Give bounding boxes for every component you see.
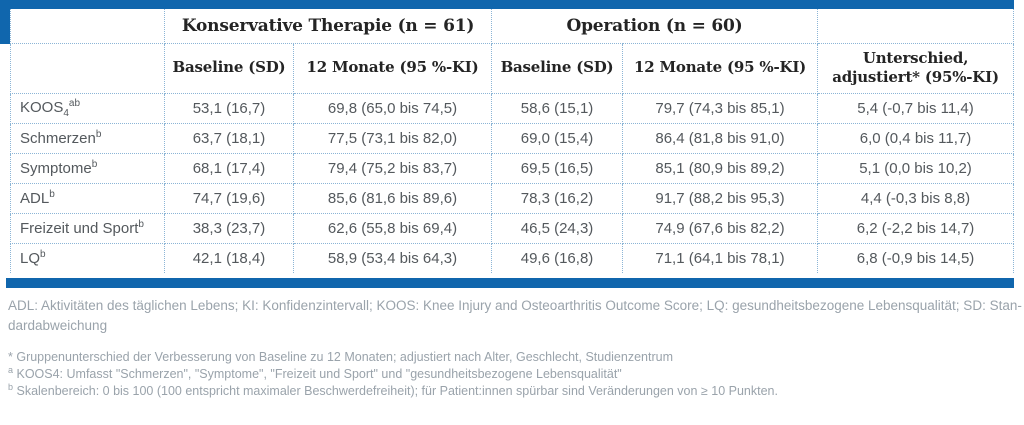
cell-value: 71,1 (64,1 bis 78,1) (622, 242, 819, 273)
row-label-subscript: 4 (63, 107, 69, 119)
cell-value: 42,1 (18,4) (164, 242, 294, 273)
cell-value: 6,8 (-0,9 bis 14,5) (817, 242, 1015, 273)
row-label-text: Schmerzen (20, 130, 96, 147)
footnote-star: * Gruppenunterschied der Verbesserung vo… (8, 349, 1018, 366)
row-label-superscript: b (40, 249, 46, 261)
col-header-baseline-operation: Baseline (SD) (491, 42, 624, 94)
footnote-abbr-line1: ADL: Aktivitäten des täglichen Lebens; K… (8, 298, 1022, 313)
row-label-lq: LQb (10, 242, 165, 273)
row-label-superscript: b (138, 219, 144, 230)
row-label-text: KOOS (20, 98, 64, 116)
footnote-abbr-line2: dardabweichung (8, 318, 108, 333)
results-table: Konservative Therapie (n = 61) Operation… (10, 9, 1015, 273)
empty-group-cell (817, 9, 1015, 44)
table-row-koos4: KOOS4ab 53,1 (16,7) 69,8 (65,0 bis 74,5)… (10, 92, 1015, 124)
cell-value: 5,4 (-0,7 bis 11,4) (817, 92, 1015, 124)
cell-value: 79,7 (74,3 bis 85,1) (622, 92, 819, 124)
row-label-koos4: KOOS4ab (10, 92, 165, 124)
footnote-b-text: Skalenbereich: 0 bis 100 (100 entspricht… (13, 384, 778, 398)
cell-value: 77,5 (73,1 bis 82,0) (292, 122, 493, 154)
row-label-freizeit-sport: Freizeit und Sportb (10, 212, 165, 244)
table-row-symptome: Symptomeb 68,1 (17,4) 79,4 (75,2 bis 83,… (10, 152, 1015, 184)
footnote-abbreviations: ADL: Aktivitäten des täglichen Lebens; K… (8, 296, 1022, 336)
footnote-list: * Gruppenunterschied der Verbesserung vo… (8, 349, 1018, 400)
cell-value: 79,4 (75,2 bis 83,7) (292, 152, 493, 184)
row-label-superscript: b (91, 159, 98, 170)
footnote-star-marker: * (8, 350, 13, 364)
table-row-schmerzen: Schmerzenb 63,7 (18,1) 77,5 (73,1 bis 82… (10, 122, 1015, 154)
cell-value: 63,7 (18,1) (164, 122, 294, 154)
row-label-superscript: ab (68, 97, 81, 109)
cell-value: 74,9 (67,6 bis 82,2) (622, 212, 819, 244)
cell-value: 91,7 (88,2 bis 95,3) (622, 182, 819, 214)
cell-value: 69,8 (65,0 bis 74,5) (292, 92, 493, 124)
row-label-text: ADL (20, 190, 50, 207)
row-label-superscript: b (49, 189, 55, 200)
accent-left-bar (0, 0, 10, 44)
cell-value: 85,6 (81,6 bis 89,6) (292, 182, 493, 214)
table-row-freizeit-sport: Freizeit und Sportb 38,3 (23,7) 62,6 (55… (10, 212, 1015, 244)
row-label-text: Symptome (20, 160, 92, 177)
cell-value: 4,4 (-0,3 bis 8,8) (817, 182, 1015, 214)
accent-top-bar (0, 0, 1014, 9)
row-label-text: LQ (20, 250, 41, 268)
col-header-unterschied: Unterschied, adjustiert* (95%-KI) (817, 42, 1015, 94)
cell-value: 6,0 (0,4 bis 11,7) (817, 122, 1015, 154)
group-header-operation: Operation (n = 60) (491, 9, 819, 44)
footnote-a-text: KOOS4: Umfasst "Schmerzen", "Symptome", … (13, 367, 622, 381)
row-label-symptome: Symptomeb (10, 152, 165, 184)
cell-value: 69,0 (15,4) (491, 122, 624, 154)
cell-value: 78,3 (16,2) (491, 182, 624, 214)
cell-value: 6,2 (-2,2 bis 14,7) (817, 212, 1015, 244)
group-header-konservative: Konservative Therapie (n = 61) (163, 9, 493, 44)
cell-value: 53,1 (16,7) (164, 92, 294, 124)
cell-value: 74,7 (19,6) (164, 182, 294, 214)
cell-value: 69,5 (16,5) (491, 152, 624, 184)
row-label-adl: ADLb (10, 182, 165, 214)
column-header-row: Baseline (SD) 12 Monate (95 %-KI) Baseli… (10, 42, 1015, 94)
footnote-a-marker: a (8, 364, 14, 375)
table-row-adl: ADLb 74,7 (19,6) 85,6 (81,6 bis 89,6) 78… (10, 182, 1015, 214)
row-label-superscript: b (95, 129, 102, 140)
col-header-12monate-konservativ: 12 Monate (95 %-KI) (292, 42, 493, 94)
cell-value: 49,6 (16,8) (491, 242, 624, 273)
cell-value: 68,1 (17,4) (164, 152, 294, 184)
accent-bottom-bar (6, 278, 1014, 288)
cell-value: 38,3 (23,7) (164, 212, 294, 244)
footnote-b-marker: b (8, 381, 14, 392)
cell-value: 58,9 (53,4 bis 64,3) (292, 242, 493, 273)
empty-label-header-cell (10, 42, 165, 94)
group-header-row: Konservative Therapie (n = 61) Operation… (10, 9, 1015, 44)
footnote-star-text: Gruppenunterschied der Verbesserung von … (12, 350, 673, 364)
row-label-schmerzen: Schmerzenb (10, 122, 165, 154)
empty-corner-cell (10, 9, 165, 44)
col-header-baseline-konservativ: Baseline (SD) (164, 42, 294, 94)
footnote-b: b Skalenbereich: 0 bis 100 (100 entspric… (8, 381, 1018, 400)
unterschied-line1: Unterschied, (862, 48, 969, 67)
cell-value: 5,1 (0,0 bis 10,2) (817, 152, 1015, 184)
footnote-a: a KOOS4: Umfasst "Schmerzen", "Symptome"… (8, 364, 1018, 383)
table-row-lq: LQb 42,1 (18,4) 58,9 (53,4 bis 64,3) 49,… (10, 242, 1015, 273)
footnotes: ADL: Aktivitäten des täglichen Lebens; K… (8, 296, 1022, 400)
row-label-text: Freizeit und Sport (20, 220, 139, 237)
cell-value: 85,1 (80,9 bis 89,2) (622, 152, 819, 184)
cell-value: 58,6 (15,1) (491, 92, 624, 124)
cell-value: 62,6 (55,8 bis 69,4) (292, 212, 493, 244)
unterschied-line2: adjustiert* (95%-KI) (832, 68, 999, 86)
cell-value: 86,4 (81,8 bis 91,0) (622, 122, 819, 154)
cell-value: 46,5 (24,3) (491, 212, 624, 244)
col-header-12monate-operation: 12 Monate (95 %-KI) (622, 42, 819, 94)
